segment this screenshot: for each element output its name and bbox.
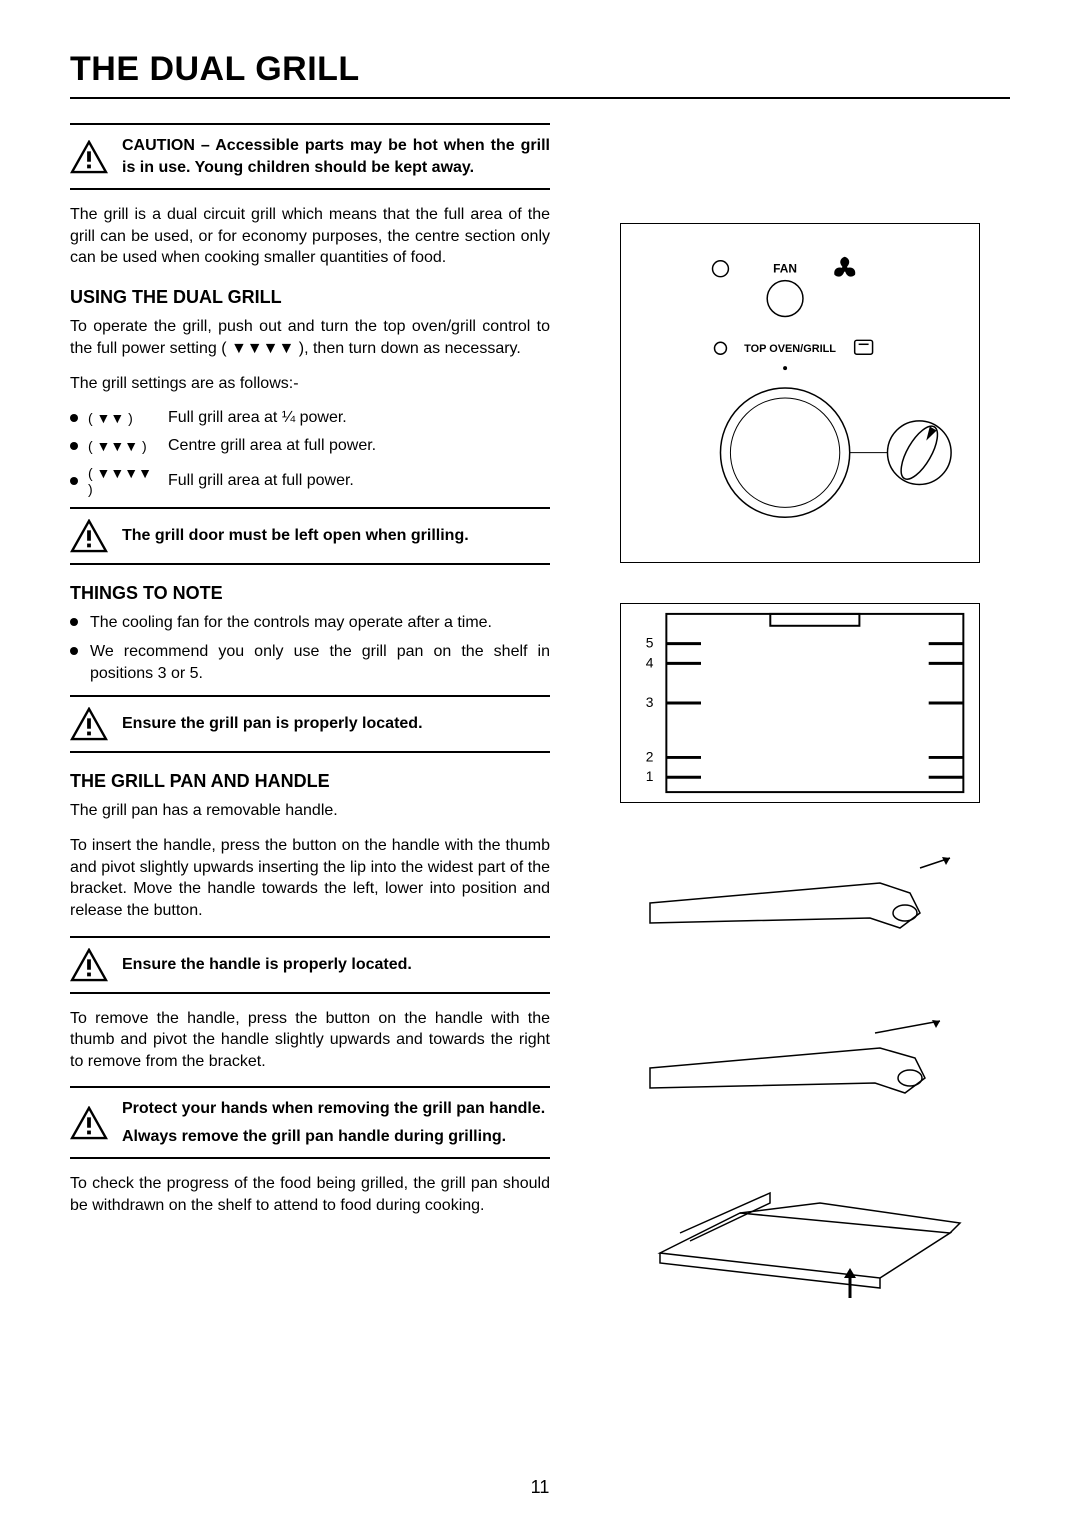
pan-p3: To remove the handle, press the button o… (70, 1008, 550, 1073)
using-p2: The grill settings are as follows:- (70, 373, 550, 395)
using-heading: USING THE DUAL GRILL (70, 287, 550, 308)
shelf-label: 3 (646, 694, 654, 710)
left-column: CAUTION – Accessible parts may be hot wh… (70, 113, 550, 1303)
caution-text: Ensure the grill pan is properly located… (122, 713, 550, 735)
right-column: FAN TOP OVEN/GRILL (590, 113, 1010, 1303)
manual-page: THE DUAL GRILL CAUTION – Accessible part… (0, 0, 1080, 1528)
setting-desc: Full grill area at ¼ power. (168, 409, 347, 427)
title-rule (70, 97, 1010, 99)
intro-paragraph: The grill is a dual circuit grill which … (70, 204, 550, 269)
rule (70, 936, 550, 938)
grill-pan-diagram (620, 1163, 980, 1303)
caution-protect: Protect your hands when removing the gri… (70, 1098, 550, 1147)
figure-handle-remove (620, 1003, 980, 1123)
warning-icon (70, 1106, 108, 1140)
rule (70, 188, 550, 190)
fan-label: FAN (773, 262, 797, 276)
setting-symbol: ( ▼▼▼ ) (88, 438, 158, 454)
shelf-diagram: 5 4 3 2 1 (621, 604, 979, 802)
setting-symbol: ( ▼▼ ) (88, 410, 158, 426)
figure-handle-insert (620, 843, 980, 963)
note-item: We recommend you only use the grill pan … (70, 641, 550, 684)
pan-p4: To check the progress of the food being … (70, 1173, 550, 1216)
rule (70, 1086, 550, 1088)
warning-icon (70, 948, 108, 982)
rule (70, 992, 550, 994)
bullet-icon (70, 442, 78, 450)
note-item: The cooling fan for the controls may ope… (70, 612, 550, 634)
setting-item: ( ▼▼▼▼ ) Full grill area at full power. (70, 465, 550, 497)
warning-icon (70, 707, 108, 741)
figure-control-panel: FAN TOP OVEN/GRILL (620, 223, 980, 563)
caution-text: CAUTION – Accessible parts may be hot wh… (122, 135, 550, 178)
things-heading: THINGS TO NOTE (70, 583, 550, 604)
top-oven-label: TOP OVEN/GRILL (744, 343, 836, 355)
shelf-label: 2 (646, 748, 654, 764)
two-column-layout: CAUTION – Accessible parts may be hot wh… (70, 113, 1010, 1303)
handle-remove-diagram (620, 1003, 980, 1123)
pan-p2: To insert the handle, press the button o… (70, 835, 550, 921)
caution-text: Always remove the grill pan handle durin… (122, 1126, 550, 1148)
caution-door: The grill door must be left open when gr… (70, 519, 550, 553)
caution-text: Protect your hands when removing the gri… (122, 1098, 550, 1120)
shelf-label: 1 (646, 768, 654, 784)
setting-desc: Centre grill area at full power. (168, 437, 376, 455)
caution-text-group: Protect your hands when removing the gri… (122, 1098, 550, 1147)
caution-text: Ensure the handle is properly located. (122, 954, 550, 976)
note-text: We recommend you only use the grill pan … (90, 641, 550, 684)
handle-insert-diagram (620, 843, 980, 963)
rule (70, 695, 550, 697)
bullet-icon (70, 647, 78, 655)
rule (70, 1157, 550, 1159)
caution-main: CAUTION – Accessible parts may be hot wh… (70, 135, 550, 178)
settings-list: ( ▼▼ ) Full grill area at ¼ power. ( ▼▼▼… (70, 409, 550, 497)
rule (70, 751, 550, 753)
setting-symbol: ( ▼▼▼▼ ) (88, 465, 158, 497)
rule (70, 563, 550, 565)
pan-p1: The grill pan has a removable handle. (70, 800, 550, 822)
rule (70, 507, 550, 509)
page-number: 11 (0, 1477, 1080, 1498)
figure-grill-pan (620, 1163, 980, 1303)
bullet-icon (70, 414, 78, 422)
notes-list: The cooling fan for the controls may ope… (70, 612, 550, 685)
note-text: The cooling fan for the controls may ope… (90, 612, 492, 634)
rule (70, 123, 550, 125)
caution-located: Ensure the grill pan is properly located… (70, 707, 550, 741)
setting-desc: Full grill area at full power. (168, 472, 354, 490)
caution-handle: Ensure the handle is properly located. (70, 948, 550, 982)
using-p1: To operate the grill, push out and turn … (70, 316, 550, 359)
page-title: THE DUAL GRILL (70, 50, 1010, 89)
caution-text: The grill door must be left open when gr… (122, 525, 550, 547)
bullet-icon (70, 618, 78, 626)
control-panel-diagram: FAN TOP OVEN/GRILL (621, 224, 979, 562)
shelf-label: 4 (646, 654, 654, 670)
setting-item: ( ▼▼ ) Full grill area at ¼ power. (70, 409, 550, 427)
bullet-icon (70, 477, 78, 485)
warning-icon (70, 519, 108, 553)
warning-icon (70, 140, 108, 174)
shelf-label: 5 (646, 635, 654, 651)
setting-item: ( ▼▼▼ ) Centre grill area at full power. (70, 437, 550, 455)
figure-shelf-positions: 5 4 3 2 1 (620, 603, 980, 803)
pan-heading: THE GRILL PAN AND HANDLE (70, 771, 550, 792)
